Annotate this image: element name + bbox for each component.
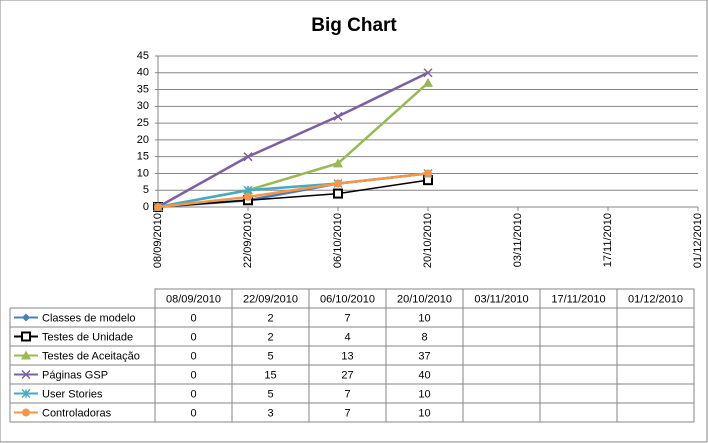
table-value: 2 [267,312,273,324]
table-value: 7 [344,312,350,324]
chart-title: Big Chart [311,15,397,36]
y-tick-label: 30 [137,100,149,112]
table-header: 06/10/2010 [320,293,375,305]
table-value: 40 [418,369,430,381]
legend-label: Testes de Aceitação [42,350,140,362]
series-line [157,172,429,209]
table-value: 0 [190,350,196,362]
legend-label: Controladoras [42,407,112,419]
y-tick-label: 5 [143,184,149,196]
table-value: 0 [190,388,196,400]
table-value: 13 [341,350,353,362]
marker [154,203,162,211]
marker [333,111,343,121]
x-tick-label: 06/10/2010 [332,213,344,268]
table-value: 15 [264,369,276,381]
series-line [157,71,429,209]
table-value: 8 [421,331,427,343]
table-value: 27 [341,369,353,381]
x-tick-label: 17/11/2010 [602,213,614,267]
table-value: 10 [418,407,430,419]
x-tick-label: 01/12/2010 [692,213,704,268]
table-value: 5 [267,388,273,400]
table-value: 0 [190,407,196,419]
marker [423,77,433,87]
table-value: 3 [267,407,273,419]
marker [22,408,30,417]
y-tick-label: 15 [137,151,149,163]
marker [333,158,343,168]
table-header: 01/12/2010 [628,293,683,305]
x-tick-label: 03/11/2010 [512,213,524,267]
y-tick-label: 25 [137,117,149,129]
marker [333,188,343,199]
marker [22,313,30,322]
x-tick-label: 20/10/2010 [422,213,434,268]
table-value: 4 [344,331,350,343]
y-tick-label: 20 [137,134,149,146]
table-value: 7 [344,407,350,419]
table-value: 0 [190,312,196,324]
table-value: 7 [344,388,350,400]
table-value: 0 [190,331,196,343]
marker [243,152,253,162]
table-value: 5 [267,350,273,362]
table-value: 0 [190,369,196,381]
table-header: 17/11/2010 [551,293,605,305]
marker [21,369,31,380]
table-value: 2 [267,331,273,343]
marker [21,331,31,342]
series-line [157,179,429,208]
y-tick-label: 35 [137,83,149,95]
marker [244,192,252,201]
table-header: 08/09/2010 [166,293,221,305]
legend-label: Testes de Unidade [42,331,133,343]
y-tick-label: 10 [137,167,149,179]
table-value: 37 [418,350,430,362]
marker [21,350,31,360]
legend-label: Páginas GSP [42,369,108,381]
marker [424,169,432,178]
x-tick-label: 22/09/2010 [242,213,254,268]
table-header: 22/09/2010 [243,293,298,305]
marker [21,388,31,399]
marker [243,185,253,195]
y-tick-label: 40 [137,67,149,79]
legend-label: User Stories [42,388,103,400]
table-value: 10 [418,388,430,400]
table-header: 03/11/2010 [474,293,528,305]
table-header: 20/10/2010 [397,293,452,305]
marker [334,179,342,188]
table-value: 10 [418,312,430,324]
x-tick-label: 08/09/2010 [152,213,164,268]
y-tick-label: 45 [137,50,149,62]
marker [423,68,433,78]
legend-label: Classes de modelo [42,312,136,324]
y-tick-label: 0 [143,201,149,213]
